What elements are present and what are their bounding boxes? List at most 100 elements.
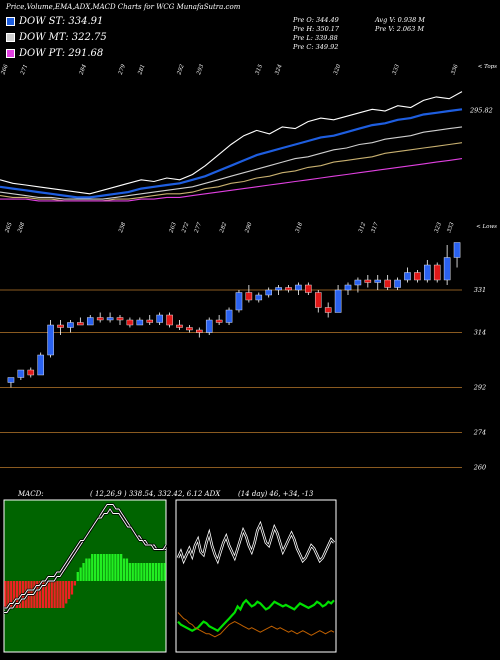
candle-body: [205, 319, 213, 333]
stat-pre-close: Pre C: 349.92: [293, 43, 339, 51]
ema-line-0: [0, 91, 463, 195]
top-tick-label: 292: [176, 63, 186, 76]
candle-body: [136, 319, 144, 326]
top-tick-label: 315: [255, 63, 264, 75]
candle-body: [186, 327, 193, 331]
bottom-tick-label: 277: [194, 221, 204, 234]
lows-side-label: < Lows: [476, 224, 497, 230]
candle-body: [414, 272, 421, 281]
legend-dow-mt: DOW MT: 322.75: [6, 32, 107, 43]
candle-body: [96, 317, 104, 321]
candle-body: [255, 294, 263, 301]
candle-body: [57, 324, 64, 328]
candle-body: [47, 324, 54, 356]
candle-body: [27, 369, 35, 376]
macd-hist-bar: [12, 581, 16, 608]
price-y-tick-label: 331: [474, 286, 486, 294]
macd-hist-bar: [62, 581, 65, 608]
ema-line-3: [0, 142, 463, 202]
candle-body: [314, 292, 322, 308]
candle-body: [394, 279, 401, 288]
top-tick-label: 266: [0, 63, 10, 76]
candle-body: [126, 319, 134, 326]
macd-hist-bar: [102, 554, 105, 581]
candle-body: [146, 319, 154, 323]
candle-body: [344, 284, 352, 291]
candle-body: [374, 279, 382, 283]
macd-hist-bar: [73, 581, 77, 586]
macd-hist-bar: [85, 558, 88, 581]
candle-body: [265, 289, 272, 296]
macd-hist-bar: [4, 581, 7, 608]
bottom-tick-label: 258: [118, 221, 128, 234]
macd-hist-bar: [137, 563, 140, 581]
price-y-tick-label: 292: [473, 384, 486, 392]
candle-body: [404, 272, 411, 281]
macd-hist-bar: [76, 572, 79, 581]
macd-hist-bar: [163, 563, 166, 581]
stat-pre-low: Pre L: 339.88: [293, 34, 338, 42]
macd-hist-bar: [50, 581, 53, 608]
macd-hist-bar: [93, 554, 97, 581]
macd-hist-bar: [7, 581, 10, 608]
candle-body: [443, 257, 451, 281]
stat-pre-open: Pre O: 344.49: [293, 16, 339, 24]
macd-hist-bar: [105, 554, 108, 581]
macd-hist-bar: [111, 554, 114, 581]
bottom-tick-label: 312: [358, 221, 367, 233]
macd-hist-bar: [122, 558, 126, 581]
macd-hist-bar: [91, 554, 94, 581]
price-y-tick-label: 274: [473, 429, 486, 437]
ema-last-value-label: 295.82: [469, 106, 493, 114]
stat-pre-high: Pre H: 350.17: [293, 25, 340, 33]
macd-hist-bar: [53, 581, 56, 608]
legend-dow-pt: DOW PT: 291.68: [6, 48, 103, 59]
top-tick-label: 279: [117, 63, 127, 76]
candle-body: [225, 309, 233, 323]
candle-body: [106, 317, 114, 321]
macd-hist-bar: [82, 563, 85, 581]
candle-body: [364, 279, 372, 283]
candle-body: [215, 319, 223, 323]
macd-hist-bar: [140, 563, 143, 581]
macd-hist-bar: [88, 558, 91, 581]
candle-body: [424, 264, 431, 281]
candle-body: [77, 322, 84, 326]
macd-hist-bar: [148, 563, 152, 581]
candle-body: [156, 314, 163, 323]
tops-side-label: < Tops: [478, 64, 497, 70]
minus-di-line: [177, 612, 335, 638]
bottom-tick-label: 333: [446, 221, 455, 233]
macd-hist-bar: [44, 581, 48, 608]
macd-hist-bar: [65, 581, 68, 604]
macd-hist-bar: [143, 563, 146, 581]
candle-body: [354, 279, 362, 286]
macd-hist-bar: [67, 581, 71, 599]
macd-hist-bar: [79, 567, 82, 581]
candle-body: [324, 307, 332, 313]
stat-avg-volume: Avg V: 0.938 M: [375, 16, 425, 24]
candle-body: [334, 289, 342, 313]
candle-body: [196, 329, 203, 333]
top-tick-label: 336: [450, 63, 459, 75]
macd-hist-bar: [117, 554, 120, 581]
macd-hist-bar: [47, 581, 50, 608]
macd-label: MACD:: [18, 490, 44, 498]
ema-line-4: [0, 158, 463, 202]
candle-body: [235, 292, 243, 311]
top-tick-label: 284: [78, 63, 88, 76]
bottom-tick-label: 290: [244, 221, 254, 234]
candle-body: [275, 287, 282, 291]
price-y-tick-label: 260: [473, 464, 486, 472]
chart-title: Price,Volume,EMA,ADX,MACD Charts for WCG…: [6, 3, 241, 11]
plus-di-line: [177, 598, 335, 633]
macd-hist-bar: [154, 563, 158, 581]
legend-label-pt: DOW PT: 291.68: [19, 48, 104, 59]
candle-body: [176, 324, 183, 328]
macd-hist-bar: [160, 563, 163, 581]
adx-panel-bg: [175, 499, 337, 653]
legend-label-st: DOW ST: 334.91: [19, 16, 104, 27]
bottom-tick-label: 268: [17, 221, 27, 234]
adx-values: (14 day) 46, +34, -13: [238, 490, 314, 498]
